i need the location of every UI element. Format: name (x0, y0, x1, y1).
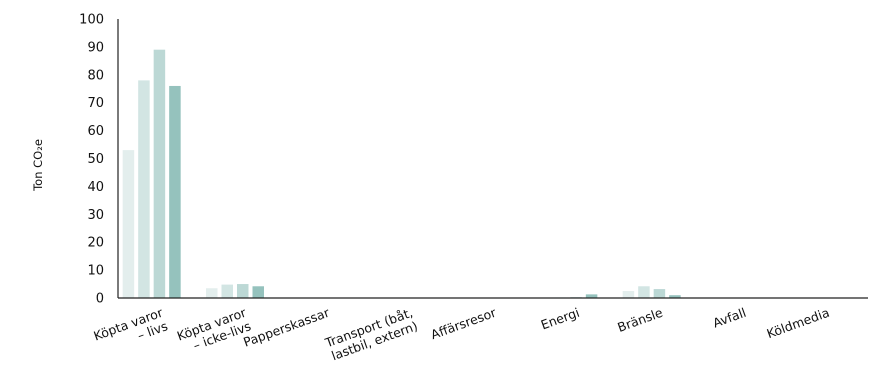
x-category-label-line: Affärsresor (429, 304, 499, 342)
x-category-label: Avfall (711, 305, 748, 331)
y-tick-label: 70 (87, 96, 104, 111)
bar (237, 284, 249, 298)
x-category-label: Transport (båt,lastbil, extern) (322, 305, 419, 364)
y-tick-label: 80 (87, 68, 104, 83)
bar (169, 85, 181, 299)
y-tick-label: 90 (87, 40, 104, 55)
x-category-label: Bränsle (615, 305, 665, 335)
x-category-label-line: Köldmedia (765, 305, 832, 342)
bar (585, 294, 598, 298)
x-category-label: Affärsresor (429, 304, 499, 342)
x-category-label-line: Bränsle (615, 305, 665, 335)
bar (206, 288, 218, 298)
bar (221, 284, 233, 298)
y-axis-label: Ton CO₂e (31, 139, 45, 192)
y-tick-label: 30 (87, 208, 104, 223)
y-tick-label: 100 (79, 13, 104, 28)
x-category-labels: Köpta varor– livs Köpta varor– icke-livsP… (92, 304, 832, 364)
bar (138, 80, 150, 298)
x-category-label: Köpta varor– icke-livs (175, 304, 254, 357)
y-tick-label: 40 (87, 180, 104, 195)
bar (638, 286, 650, 298)
bar (252, 286, 264, 298)
bar (122, 150, 135, 298)
bars-group (122, 49, 681, 299)
y-tick-label: 0 (96, 292, 104, 307)
y-tick-label: 60 (87, 124, 104, 139)
x-category-label-line: Papperskassar (241, 304, 332, 349)
bar (653, 289, 666, 298)
y-tick-label: 50 (87, 152, 104, 167)
x-category-label-line: Avfall (711, 305, 748, 331)
x-category-label: Papperskassar (241, 304, 332, 349)
x-category-label: Köldmedia (765, 305, 832, 342)
x-category-label: Energi (539, 305, 582, 333)
y-tick-label: 10 (87, 264, 104, 279)
y-tick-label: 20 (87, 236, 104, 251)
y-tick-labels: 0 10 20 30 40 50 60 70 80 90 100 (79, 13, 104, 307)
x-category-label: Köpta varor– livs (92, 304, 171, 357)
bar (153, 49, 166, 298)
x-category-label-line: Energi (539, 305, 582, 333)
bar (622, 291, 635, 298)
bar (669, 295, 681, 298)
